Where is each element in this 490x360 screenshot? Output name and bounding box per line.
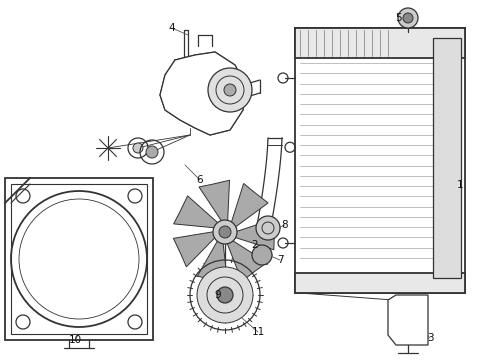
Circle shape [219, 226, 231, 238]
Text: 9: 9 [215, 290, 221, 300]
Polygon shape [160, 52, 245, 135]
Polygon shape [199, 180, 229, 222]
Text: 7: 7 [277, 255, 283, 265]
Circle shape [256, 216, 280, 240]
Polygon shape [231, 184, 268, 228]
Circle shape [146, 146, 158, 158]
Circle shape [208, 68, 252, 112]
Circle shape [224, 84, 236, 96]
Text: 4: 4 [169, 23, 175, 33]
Text: 8: 8 [282, 220, 288, 230]
Bar [433, 38, 461, 278]
Circle shape [398, 8, 418, 28]
Circle shape [217, 287, 233, 303]
Bar [295, 28, 465, 58]
Circle shape [213, 220, 237, 244]
Polygon shape [234, 219, 275, 250]
Polygon shape [173, 196, 219, 228]
Bar [5, 178, 153, 340]
Bar [11, 184, 147, 334]
Text: 2: 2 [252, 240, 258, 250]
Text: 5: 5 [394, 13, 401, 23]
Text: 11: 11 [251, 327, 265, 337]
Text: 1: 1 [457, 180, 464, 190]
Circle shape [403, 13, 413, 23]
Text: 3: 3 [427, 333, 433, 343]
Circle shape [252, 245, 272, 265]
Circle shape [133, 143, 143, 153]
Bar [295, 273, 465, 293]
Polygon shape [197, 239, 228, 284]
Text: 6: 6 [196, 175, 203, 185]
Polygon shape [173, 231, 216, 267]
Text: 10: 10 [69, 335, 81, 345]
Polygon shape [388, 295, 428, 345]
Polygon shape [226, 240, 267, 281]
Bar [295, 28, 465, 293]
Circle shape [197, 267, 253, 323]
